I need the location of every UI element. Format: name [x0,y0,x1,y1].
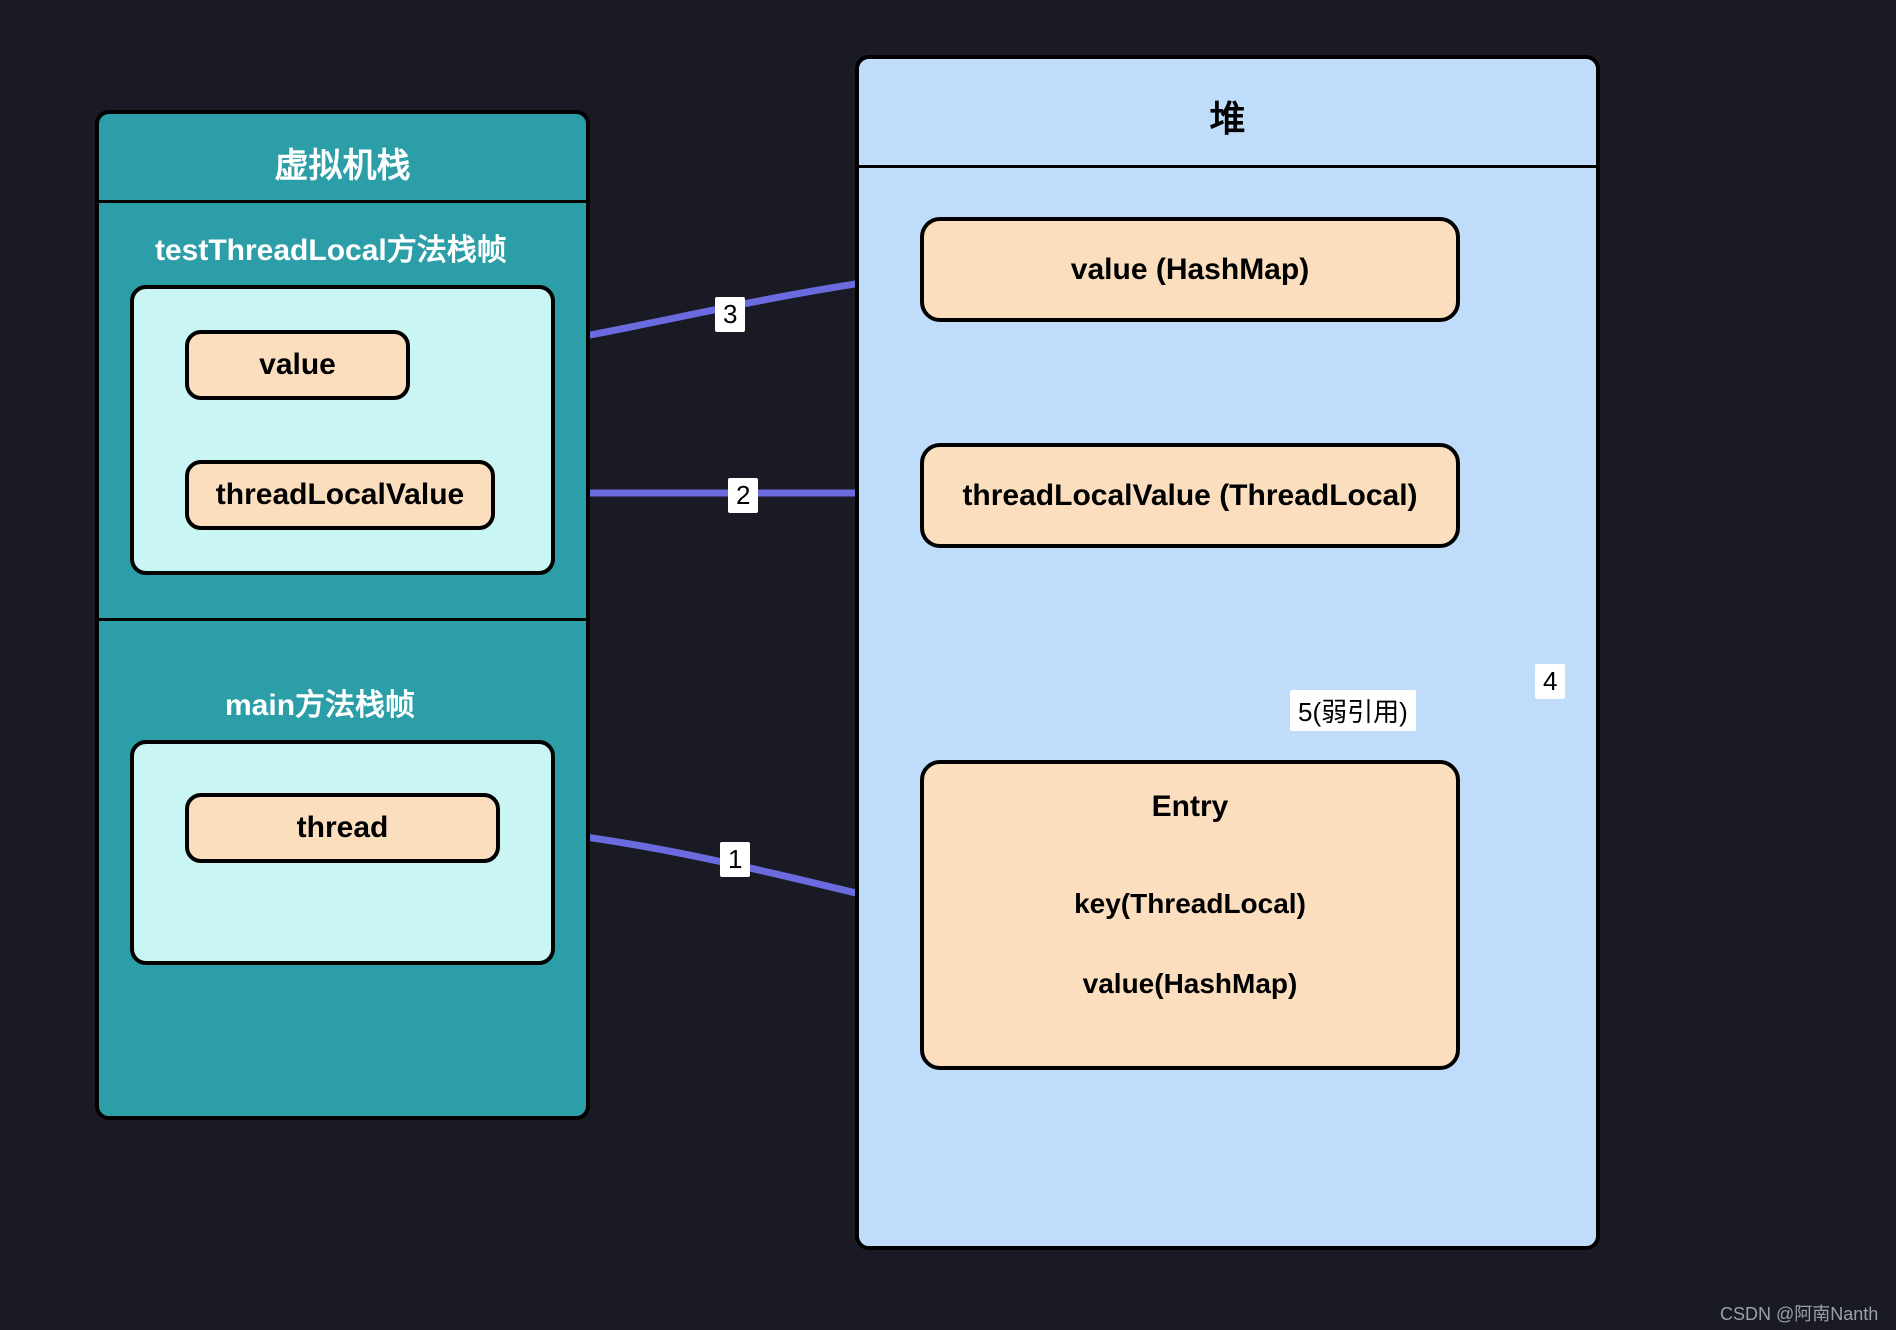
heap-title: 堆 [855,90,1600,142]
var-value-box: value [185,330,410,400]
vm-stack-title-divider [99,200,586,203]
var-value-label: value [259,348,336,382]
vm-stack-title: 虚拟机栈 [95,138,590,187]
var-thread-box: thread [185,793,500,863]
stack-frame-title-main: main方法栈帧 [225,680,415,724]
diagram-canvas: 虚拟机栈 testThreadLocal方法栈帧 value threadLoc… [0,0,1896,1330]
heap-entry-key: key(ThreadLocal) [920,888,1460,920]
var-thread-label: thread [297,811,389,845]
var-threadlocalvalue-box: threadLocalValue [185,460,495,530]
heap-threadlocalvalue-box: threadLocalValue (ThreadLocal) [920,443,1460,548]
vm-stack-frame-divider [99,618,586,621]
edge-2-label: 2 [728,478,758,513]
stack-frame-title-test: testThreadLocal方法栈帧 [155,225,507,269]
heap-threadlocalvalue-label: threadLocalValue (ThreadLocal) [962,479,1417,513]
edge-5-label: 5(弱引用) [1290,690,1416,731]
heap-value-box: value (HashMap) [920,217,1460,322]
stack-frame-test [130,285,555,575]
heap-title-divider [859,165,1596,168]
heap-entry-title: Entry [920,790,1460,824]
heap-entry-value: value(HashMap) [920,968,1460,1000]
watermark-text: CSDN @阿南Nanth [1720,1300,1878,1326]
edge-1-label: 1 [720,842,750,877]
edge-4-label: 4 [1535,664,1565,699]
var-threadlocalvalue-label: threadLocalValue [216,478,464,512]
edge-3-label: 3 [715,297,745,332]
heap-value-label: value (HashMap) [1071,253,1309,287]
